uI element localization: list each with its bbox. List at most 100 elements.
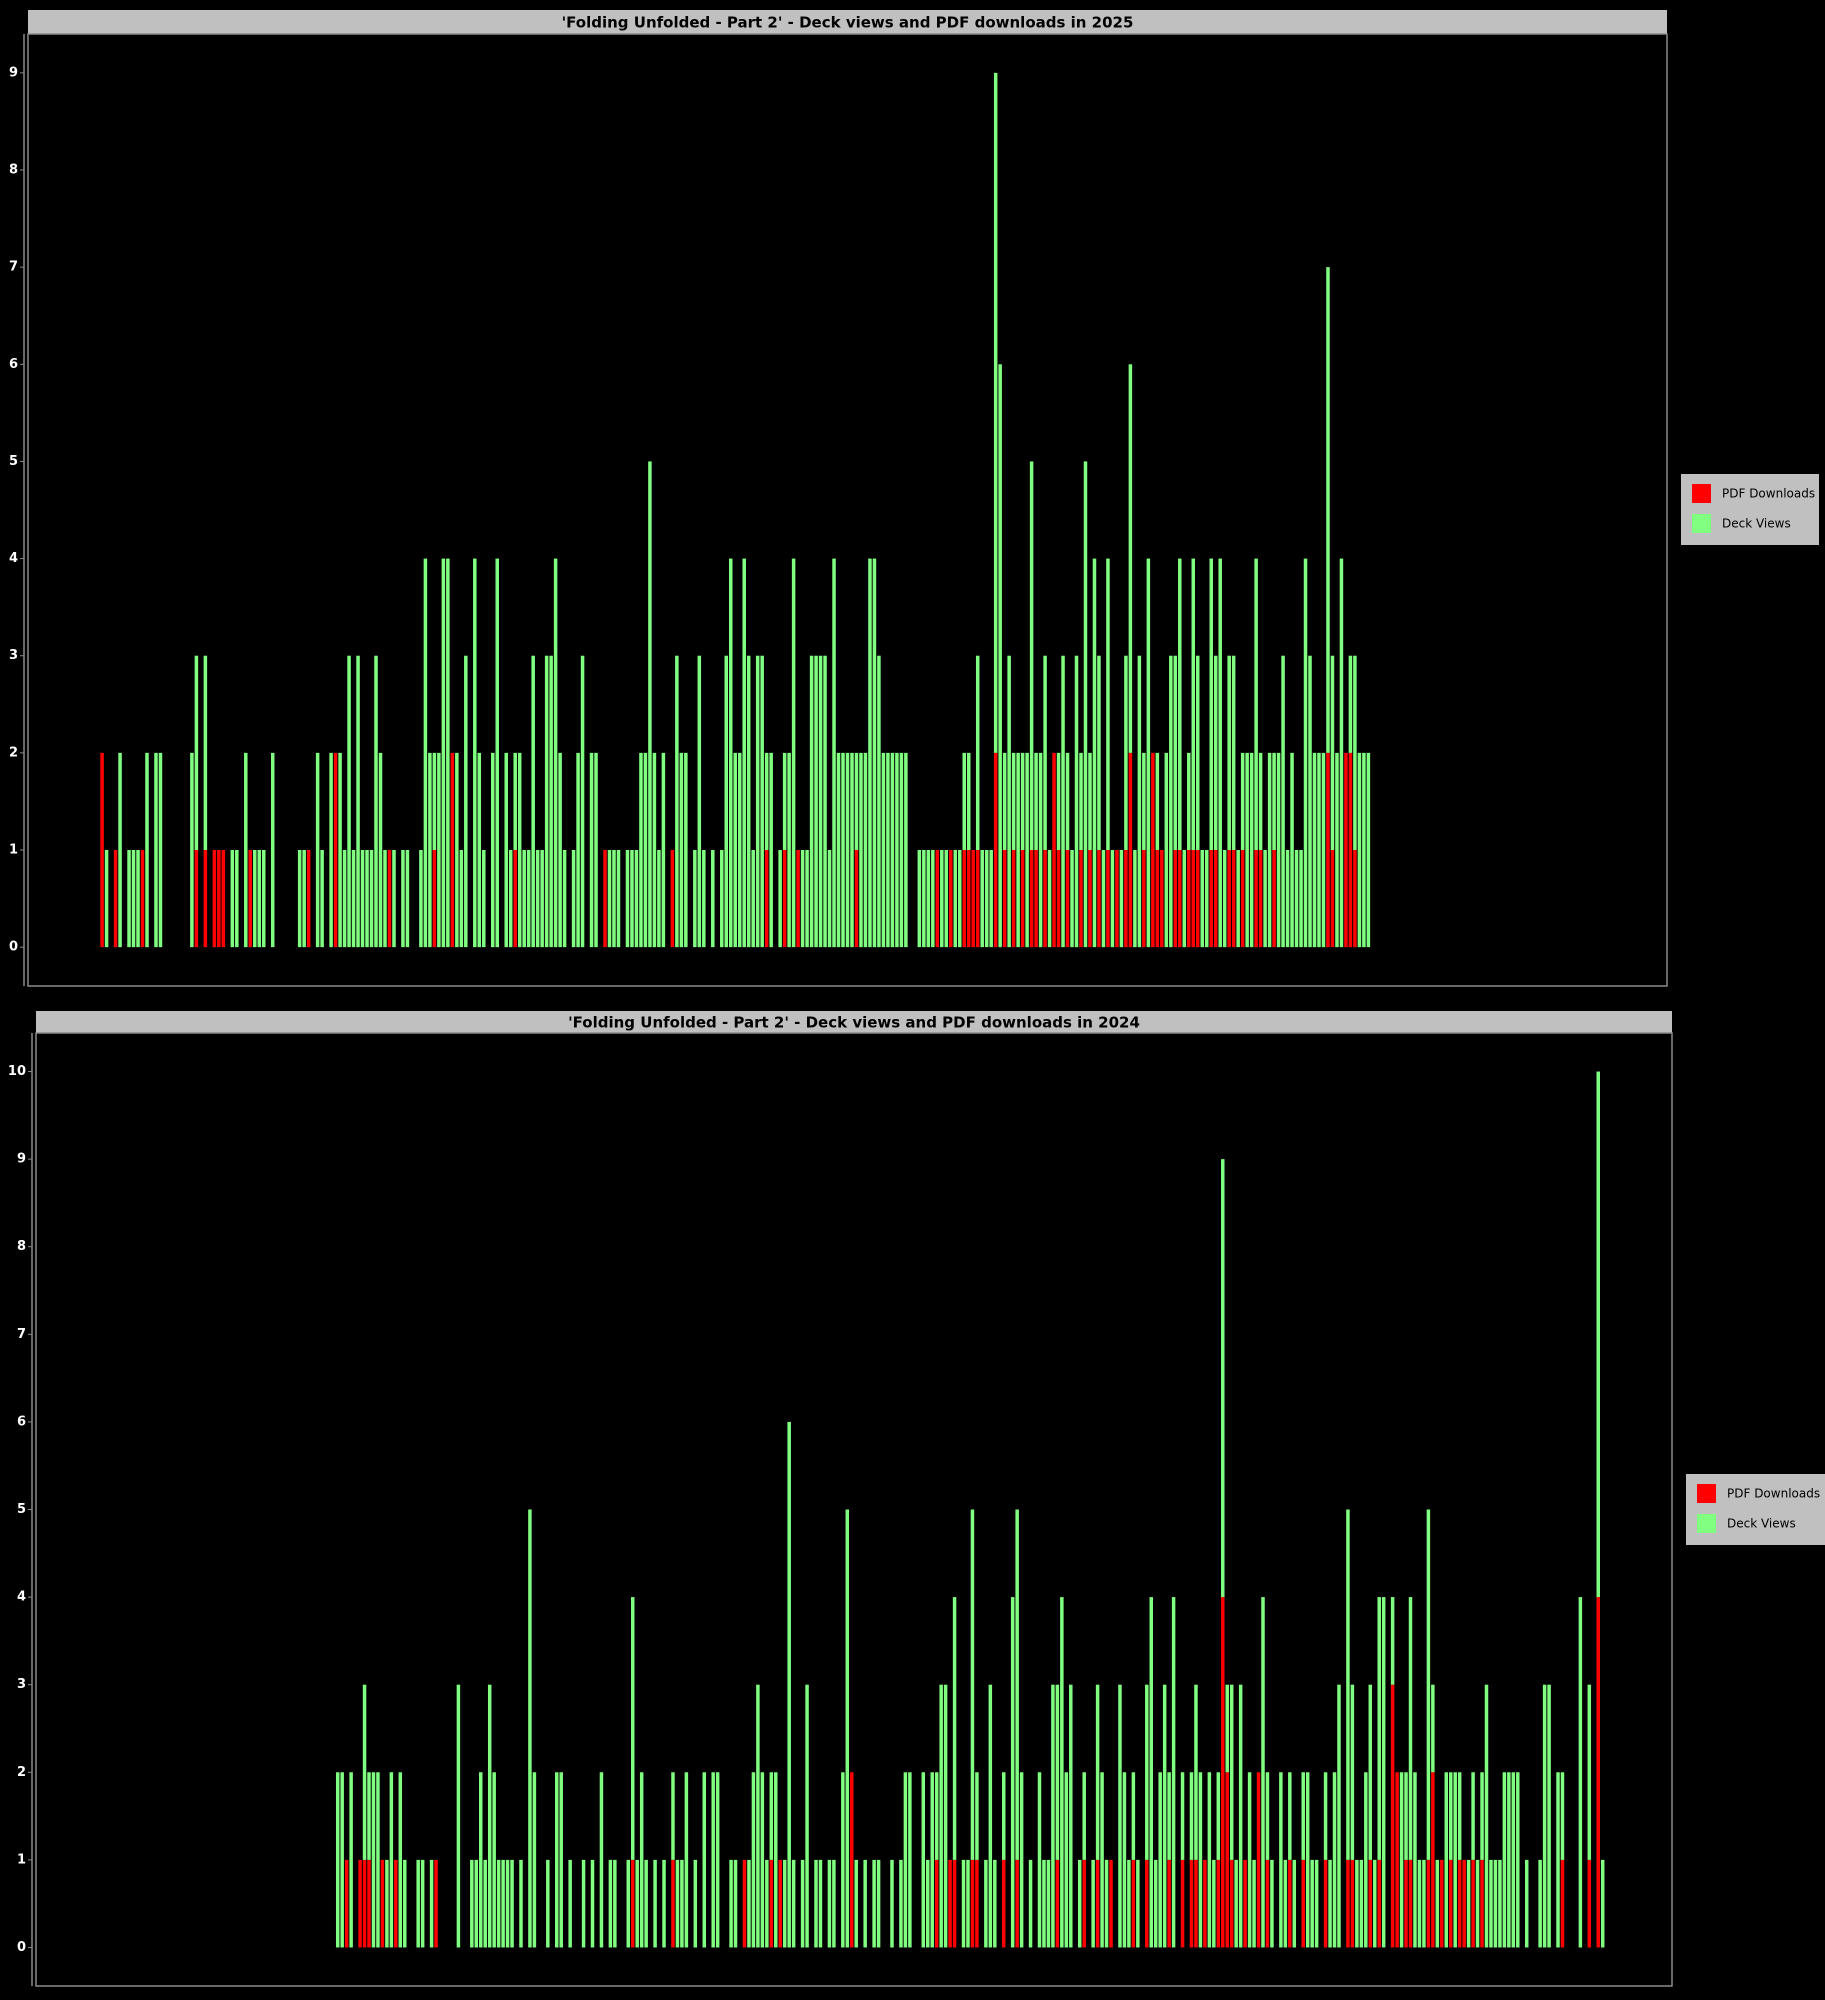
- bar-segment: [441, 558, 446, 948]
- bar-segment: [1200, 850, 1204, 948]
- bar-segment: [446, 558, 450, 948]
- bar-segment: [966, 752, 971, 850]
- bar-segment: [760, 655, 764, 948]
- bar-segment: [935, 850, 940, 948]
- bar-segment: [194, 850, 199, 948]
- y-tick-label: 8: [17, 1239, 26, 1254]
- bar-segment: [1091, 1859, 1095, 1948]
- bar-segment: [1254, 850, 1258, 948]
- bar-segment: [1034, 850, 1038, 948]
- bar-segment: [1270, 1859, 1274, 1948]
- bar-segment: [558, 752, 562, 948]
- bar-segment: [1046, 1859, 1051, 1948]
- bar-segment: [1002, 752, 1007, 850]
- y-tick-label: 5: [9, 454, 18, 469]
- bar-segment: [742, 558, 746, 948]
- bar-segment: [1216, 1859, 1221, 1948]
- bar-segment: [1010, 1597, 1015, 1948]
- bar-segment: [984, 850, 989, 948]
- bar-segment: [1462, 1859, 1466, 1948]
- bar-segment: [800, 1859, 805, 1948]
- bar-segment: [1249, 752, 1254, 948]
- bar-segment: [482, 850, 486, 948]
- bar-segment: [1288, 1859, 1292, 1948]
- bar-segment: [1422, 1859, 1426, 1948]
- bar-segment: [104, 850, 109, 948]
- bar-segment: [958, 850, 962, 948]
- bar-segment: [1498, 1859, 1502, 1948]
- bar-segment: [930, 1772, 934, 1948]
- bar-segment: [1426, 1509, 1431, 1860]
- bar-segment: [495, 558, 499, 948]
- bar-segment: [796, 850, 800, 948]
- bar-segment: [599, 1772, 604, 1948]
- bar-segment: [764, 752, 769, 850]
- legend-swatch: [1692, 484, 1711, 503]
- bar-segment: [113, 850, 118, 948]
- bar-segment: [778, 1859, 782, 1948]
- bar-segment: [349, 1772, 353, 1948]
- bar-segment: [1276, 752, 1281, 948]
- bar-segment: [886, 752, 890, 948]
- bar-segment: [1213, 655, 1218, 850]
- bar-segment: [1395, 1772, 1399, 1948]
- bar-segment: [510, 1859, 514, 1948]
- bar-segment: [356, 655, 360, 948]
- bar-segment: [1069, 1684, 1073, 1948]
- bar-segment: [257, 850, 262, 948]
- bar-segment: [1037, 1772, 1042, 1948]
- bar-segment: [1106, 558, 1110, 850]
- bar-segment: [1600, 1859, 1605, 1948]
- bar-segment: [787, 752, 791, 948]
- bar-segment: [1110, 850, 1115, 948]
- y-tick-label: 3: [17, 1677, 26, 1692]
- bar-segment: [751, 850, 755, 948]
- bar-segment: [473, 558, 477, 948]
- bar-segment: [1038, 752, 1043, 948]
- bar-segment: [603, 850, 607, 948]
- bar-segment: [1127, 1859, 1131, 1948]
- bar-segment: [1335, 752, 1339, 948]
- bar-segment: [630, 850, 634, 948]
- bar-segment: [760, 1772, 765, 1948]
- bar-segment: [1281, 655, 1285, 948]
- bar-segment: [221, 850, 226, 948]
- bar-segment: [1182, 850, 1187, 948]
- bar-segment: [1560, 1772, 1565, 1860]
- bar-segment: [387, 850, 392, 948]
- bar-segment: [1357, 752, 1362, 948]
- bar-segment: [1265, 1859, 1270, 1948]
- bar-segment: [360, 850, 365, 948]
- bar-segment: [1339, 558, 1344, 948]
- bar-segment: [1196, 850, 1200, 948]
- bar-segment: [212, 850, 217, 948]
- bar-segment: [782, 1859, 787, 1948]
- bar-segment: [747, 1859, 751, 1948]
- bar-segment: [1196, 655, 1200, 850]
- bar-segment: [1128, 752, 1133, 948]
- bar-segment: [1312, 752, 1317, 948]
- bar-segment: [1344, 752, 1348, 948]
- bar-segment: [962, 752, 967, 850]
- bar-segment: [1119, 850, 1124, 948]
- bar-segment: [501, 1859, 505, 1948]
- bar-segment: [903, 1772, 908, 1948]
- bar-segment: [733, 1859, 738, 1948]
- bar-segment: [764, 850, 769, 948]
- bar-segment: [1079, 850, 1083, 948]
- bar-segment: [1011, 850, 1016, 948]
- bar-segment: [814, 655, 818, 948]
- y-tick-label: 3: [9, 648, 18, 663]
- bar-segment: [684, 1772, 689, 1948]
- bar-segment: [1457, 1772, 1462, 1860]
- bar-segment: [1288, 1772, 1292, 1860]
- bar-segment: [1106, 850, 1110, 948]
- bar-segment: [1142, 850, 1146, 948]
- bar-segment: [774, 1772, 778, 1948]
- bar-segment: [519, 1859, 523, 1948]
- bar-segment: [769, 1859, 774, 1948]
- bar-segment: [230, 850, 235, 948]
- bar-segment: [1435, 1859, 1440, 1948]
- bar-segment: [863, 752, 868, 948]
